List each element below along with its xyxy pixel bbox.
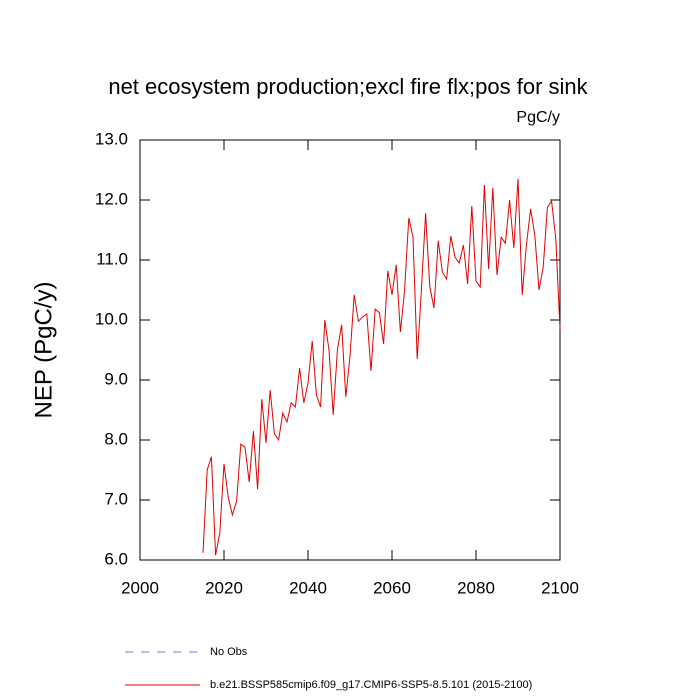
y-tick-label: 6.0 <box>104 549 128 568</box>
y-tick-label: 11.0 <box>96 249 128 268</box>
chart-title: net ecosystem production;excl fire flx;p… <box>108 74 588 99</box>
y-axis-label: NEP (PgC/y) <box>30 282 57 419</box>
x-tick-label: 2060 <box>373 578 411 597</box>
x-tick-label: 2000 <box>121 578 159 597</box>
x-tick-label: 2100 <box>541 578 579 597</box>
data-line <box>202 178 561 556</box>
units-label: PgC/y <box>516 109 560 126</box>
y-tick-label: 12.0 <box>95 189 128 208</box>
x-tick-label: 2040 <box>289 578 327 597</box>
x-tick-label: 2020 <box>205 578 243 597</box>
y-tick-label: 9.0 <box>104 369 128 388</box>
y-tick-label: 8.0 <box>104 429 128 448</box>
y-tick-label: 7.0 <box>104 489 128 508</box>
x-tick-label: 2080 <box>457 578 495 597</box>
legend-label: b.e21.BSSP585cmip6.f09_g17.CMIP6-SSP5-8.… <box>210 679 532 691</box>
legend-label: No Obs <box>210 646 248 658</box>
y-tick-label: 13.0 <box>95 129 128 148</box>
plot-frame <box>139 139 561 561</box>
y-tick-label: 10.0 <box>95 309 128 328</box>
